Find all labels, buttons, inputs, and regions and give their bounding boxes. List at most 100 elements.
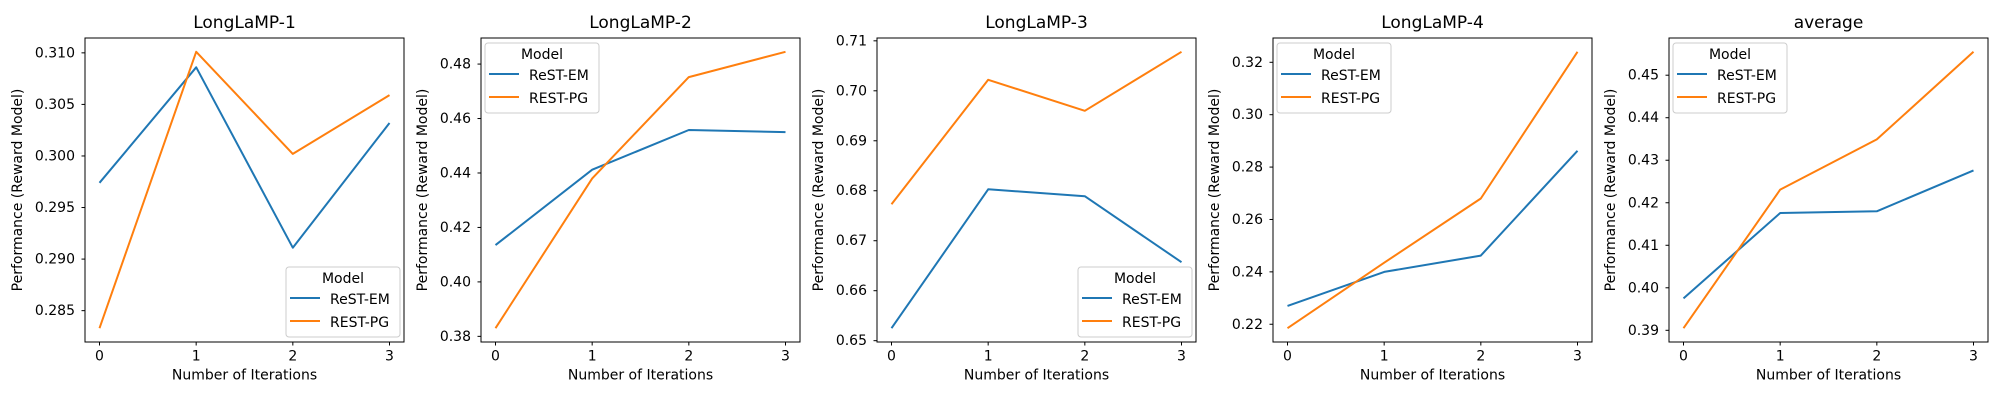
y-tick-label: 0.68 xyxy=(836,183,867,199)
legend-title: Model xyxy=(1114,271,1156,287)
x-axis-label: Number of Iterations xyxy=(1360,368,1505,384)
y-tick-label: 0.44 xyxy=(440,165,471,181)
y-tick-label: 0.295 xyxy=(35,200,75,216)
series-line-rest-pg xyxy=(1286,51,1579,330)
legend: Model ReST-EM REST-PG xyxy=(285,266,401,338)
legend-title: Model xyxy=(322,271,364,287)
legend-box xyxy=(484,42,600,114)
legend-entry-label: ReST-EM xyxy=(1122,292,1182,308)
plot-area xyxy=(876,37,1197,343)
y-tick-label: 0.41 xyxy=(1628,238,1659,254)
y-tick-label: 0.48 xyxy=(440,57,471,73)
x-tick-label: 0 xyxy=(1283,349,1292,365)
series-line-rest-pg xyxy=(494,50,786,329)
y-tick-label: 0.46 xyxy=(440,111,471,127)
x-tick-label: 2 xyxy=(288,349,297,365)
legend-title: Model xyxy=(1313,47,1355,63)
y-tick-label: 0.42 xyxy=(440,220,471,236)
subplot-longlamp-4: LongLaMP-4 0 1 2 3 0.22 0.24 0.26 0.28 0.30 0.32 Nu… xyxy=(1207,13,1593,384)
y-tick-label: 0.44 xyxy=(1628,110,1659,126)
plot-area xyxy=(1272,37,1593,343)
x-tick-label: 1 xyxy=(588,349,597,365)
plot-area xyxy=(480,37,801,343)
y-tick-label: 0.40 xyxy=(1628,280,1659,296)
x-tick-label: 1 xyxy=(984,349,993,365)
y-tick-label: 0.43 xyxy=(1628,153,1659,169)
legend: Model ReST-EM REST-PG xyxy=(1672,42,1788,114)
legend-entry-label: ReST-EM xyxy=(1717,68,1777,84)
legend-box xyxy=(1672,42,1788,114)
y-tick-label: 0.42 xyxy=(1628,195,1659,211)
legend-entry-label: REST-PG xyxy=(330,315,389,331)
y-axis-label: Performance (Reward Model) xyxy=(1207,89,1223,292)
x-axis-label: Number of Iterations xyxy=(964,368,1109,384)
legend: Model ReST-EM REST-PG xyxy=(484,42,600,114)
legend-box xyxy=(285,266,401,338)
legend-entry-label: ReST-EM xyxy=(529,68,589,84)
legend-entry-label: ReST-EM xyxy=(330,292,390,308)
y-tick-label: 0.300 xyxy=(35,148,75,164)
subplot-average: average 0 1 2 3 0.39 0.40 0.41 0.42 0.43 0.44 0.45 N… xyxy=(1603,13,1989,384)
legend-entry-label: ReST-EM xyxy=(1321,68,1381,84)
y-tick-label: 0.28 xyxy=(1232,160,1263,176)
subplot-longlamp-2: LongLaMP-2 0 1 2 3 0.38 0.40 0.42 0.44 0.46 0.48 Nu… xyxy=(415,13,801,384)
series-line-rest-pg xyxy=(98,50,391,329)
legend-entry-label: REST-PG xyxy=(1717,91,1776,107)
series-line-rest-em xyxy=(494,129,786,246)
y-tick-label: 0.38 xyxy=(440,329,471,345)
x-tick-label: 2 xyxy=(1872,349,1881,365)
x-tick-label: 3 xyxy=(1177,349,1186,365)
y-axis-label: Performance (Reward Model) xyxy=(10,89,26,292)
legend-box xyxy=(1276,42,1392,114)
legend-entry-label: REST-PG xyxy=(529,91,588,107)
y-tick-label: 0.39 xyxy=(1628,323,1659,339)
subplot-title: average xyxy=(1794,13,1864,33)
legend: Model ReST-EM REST-PG xyxy=(1276,42,1392,114)
y-tick-label: 0.45 xyxy=(1628,68,1659,84)
y-tick-label: 0.32 xyxy=(1232,55,1263,71)
x-tick-label: 2 xyxy=(1476,349,1485,365)
x-tick-label: 0 xyxy=(95,349,104,365)
y-tick-label: 0.65 xyxy=(836,333,867,349)
x-tick-label: 3 xyxy=(1969,349,1978,365)
subplot-longlamp-3: LongLaMP-3 0 1 2 3 0.65 0.66 0.67 0.68 0.69 0.70 0.… xyxy=(811,13,1197,384)
y-tick-label: 0.71 xyxy=(836,33,867,49)
legend-title: Model xyxy=(1709,47,1751,63)
series-line-rest-pg xyxy=(1682,51,1975,329)
series-line-rest-em xyxy=(1287,150,1579,307)
y-tick-label: 0.290 xyxy=(35,252,75,268)
x-tick-label: 1 xyxy=(1380,349,1389,365)
subplot-longlamp-1: LongLaMP-1 0 1 2 3 0.285 0.290 0.295 0.300 0.305 0… xyxy=(10,13,405,384)
x-tick-label: 2 xyxy=(684,349,693,365)
series-line-rest-pg xyxy=(890,50,1183,205)
y-tick-label: 0.66 xyxy=(836,283,867,299)
y-tick-label: 0.305 xyxy=(35,97,75,113)
x-axis-label: Number of Iterations xyxy=(568,368,713,384)
legend: Model ReST-EM REST-PG xyxy=(1077,266,1193,338)
subplot-title: LongLaMP-1 xyxy=(193,13,296,33)
series-line-rest-em xyxy=(98,66,391,249)
series-line-rest-em xyxy=(1682,169,1974,300)
y-tick-label: 0.40 xyxy=(440,274,471,290)
plot-area xyxy=(84,37,405,343)
x-tick-label: 1 xyxy=(192,349,201,365)
legend-entry-label: REST-PG xyxy=(1122,315,1181,331)
y-axis-label: Performance (Reward Model) xyxy=(811,89,827,292)
y-tick-label: 0.26 xyxy=(1232,212,1263,228)
y-tick-label: 0.285 xyxy=(35,303,75,319)
legend-entry-label: REST-PG xyxy=(1321,91,1380,107)
plot-area xyxy=(1668,37,1989,343)
y-tick-label: 0.22 xyxy=(1232,317,1263,333)
y-tick-label: 0.30 xyxy=(1232,107,1263,123)
x-tick-label: 1 xyxy=(1776,349,1785,365)
y-tick-label: 0.67 xyxy=(836,233,867,249)
y-tick-label: 0.69 xyxy=(836,133,867,149)
x-tick-label: 3 xyxy=(1573,349,1582,365)
x-tick-label: 3 xyxy=(781,349,790,365)
series-line-rest-em xyxy=(890,188,1183,329)
subplot-title: LongLaMP-4 xyxy=(1381,13,1484,33)
x-tick-label: 2 xyxy=(1080,349,1089,365)
y-axis-label: Performance (Reward Model) xyxy=(1603,89,1619,292)
